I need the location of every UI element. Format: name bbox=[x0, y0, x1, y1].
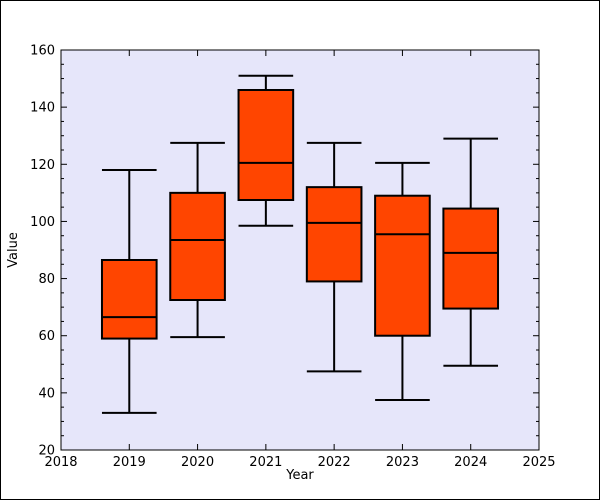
iqr-box bbox=[442, 207, 500, 310]
box-2023 bbox=[374, 161, 431, 401]
iqr-box bbox=[169, 191, 226, 302]
y-tick-label: 20 bbox=[38, 444, 55, 459]
x-tick-label: 2022 bbox=[318, 455, 351, 470]
x-tick-label: 2020 bbox=[181, 455, 214, 470]
x-tick-label: 2021 bbox=[249, 455, 282, 470]
x-tick-label: 2018 bbox=[44, 455, 77, 470]
box-2021 bbox=[237, 74, 295, 227]
iqr-box bbox=[374, 194, 431, 337]
y-tick-label: 140 bbox=[30, 101, 55, 116]
box-2024 bbox=[442, 137, 500, 367]
box-series bbox=[100, 74, 500, 414]
x-tick-label: 2019 bbox=[113, 455, 146, 470]
x-tick-label: 2023 bbox=[386, 455, 419, 470]
y-tick-label: 160 bbox=[30, 44, 55, 59]
box-2020 bbox=[169, 141, 226, 339]
y-tick-label: 60 bbox=[38, 329, 55, 344]
y-tick-label: 80 bbox=[38, 272, 55, 287]
iqr-box bbox=[305, 186, 363, 283]
box-2022 bbox=[305, 141, 363, 373]
y-tick-label: 120 bbox=[30, 158, 55, 173]
x-tick-label: 2024 bbox=[454, 455, 487, 470]
box-2019 bbox=[100, 169, 158, 414]
iqr-box bbox=[100, 259, 158, 340]
y-tick-label: 40 bbox=[38, 386, 55, 401]
x-axis-label: Year bbox=[285, 468, 314, 483]
y-axis-label: Value bbox=[6, 232, 21, 268]
x-tick-label: 2025 bbox=[522, 455, 555, 470]
y-axis-ticks: 20 40 60 80 100 120 140 160 bbox=[30, 44, 539, 459]
y-tick-label: 100 bbox=[30, 215, 55, 230]
plot-area-border bbox=[60, 49, 540, 451]
iqr-box bbox=[237, 89, 295, 201]
x-axis-ticks: 2018 2019 2020 2021 2022 2023 2024 2025 bbox=[44, 50, 556, 470]
